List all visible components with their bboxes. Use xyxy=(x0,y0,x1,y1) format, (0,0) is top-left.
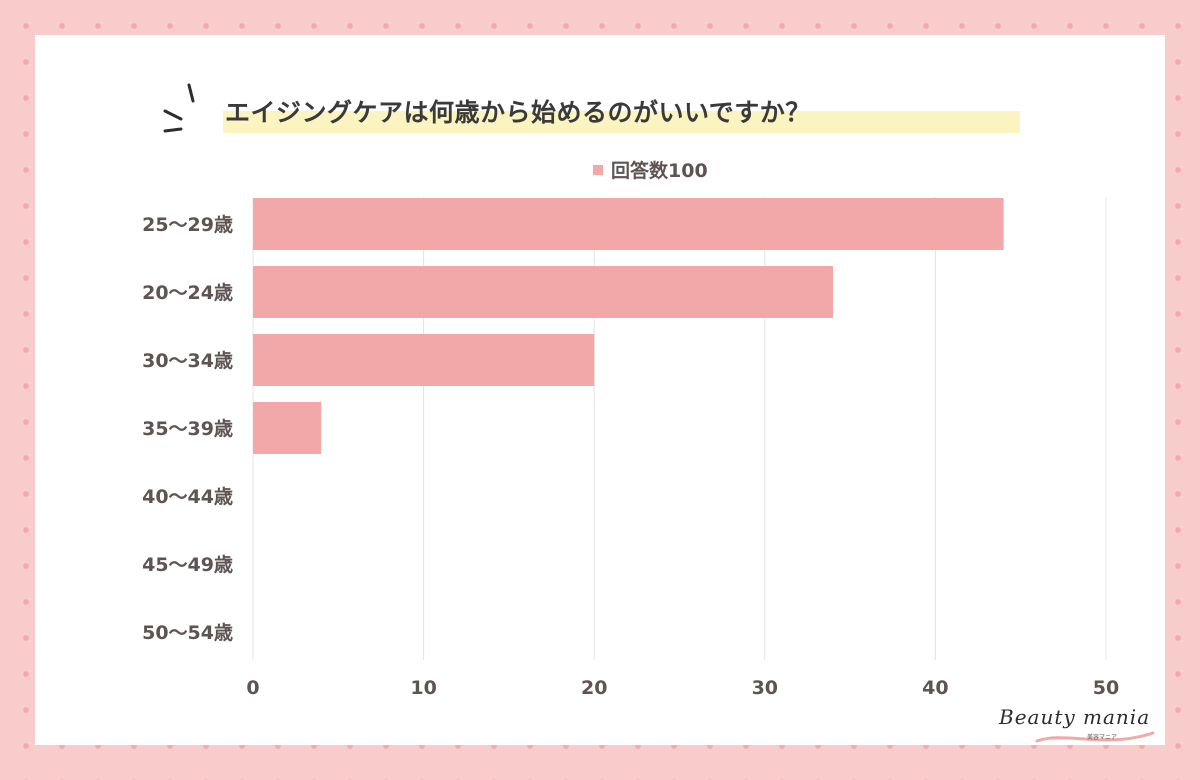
bar-0 xyxy=(253,198,1004,250)
page-title: エイジングケアは何歳から始めるのがいいですか？ xyxy=(225,98,811,127)
bar-chart: 25〜29歳 20〜24歳 30〜34歳 35〜39歳 40〜44歳 45〜49歳 50〜5… xyxy=(142,197,1119,699)
chart-card: エイジングケアは何歳から始めるのがいいですか？ 回答数100 25〜29歳 20〜… xyxy=(35,35,1165,745)
category-label: 50〜54歳 xyxy=(142,622,233,644)
category-label: 20〜24歳 xyxy=(142,282,233,304)
x-tick-label: 10 xyxy=(410,677,436,699)
x-tick-label: 0 xyxy=(246,677,259,699)
x-tick-label: 50 xyxy=(1093,677,1119,699)
x-tick-labels: 0 10 20 30 40 50 xyxy=(246,677,1119,699)
category-label: 35〜39歳 xyxy=(142,418,233,440)
category-label: 25〜29歳 xyxy=(142,214,233,236)
bar-2 xyxy=(253,334,595,386)
legend-label: 回答数100 xyxy=(611,160,708,182)
brand-subtitle: 美容マニア xyxy=(1087,734,1118,741)
title-highlight xyxy=(223,111,1020,133)
bar-3 xyxy=(253,402,322,454)
legend-swatch xyxy=(593,164,603,175)
x-tick-label: 40 xyxy=(922,677,948,699)
title-area: エイジングケアは何歳から始めるのがいいですか？ xyxy=(35,35,1165,155)
x-tick-label: 30 xyxy=(752,677,778,699)
category-label: 45〜49歳 xyxy=(142,554,233,576)
bar-1 xyxy=(253,266,834,318)
brand-name: Beauty mania xyxy=(999,705,1151,729)
category-label: 40〜44歳 xyxy=(142,486,233,508)
bars xyxy=(253,198,1004,454)
legend: 回答数100 xyxy=(593,156,708,183)
x-tick-label: 20 xyxy=(581,677,607,699)
brand-logo: Beauty mania 美容マニア xyxy=(995,705,1165,745)
category-labels: 25〜29歳 20〜24歳 30〜34歳 35〜39歳 40〜44歳 45〜49歳 50〜5… xyxy=(142,214,233,644)
brand-swash-icon xyxy=(1035,731,1155,743)
emphasis-lines-icon xyxy=(163,83,195,133)
category-label: 30〜34歳 xyxy=(142,350,233,372)
